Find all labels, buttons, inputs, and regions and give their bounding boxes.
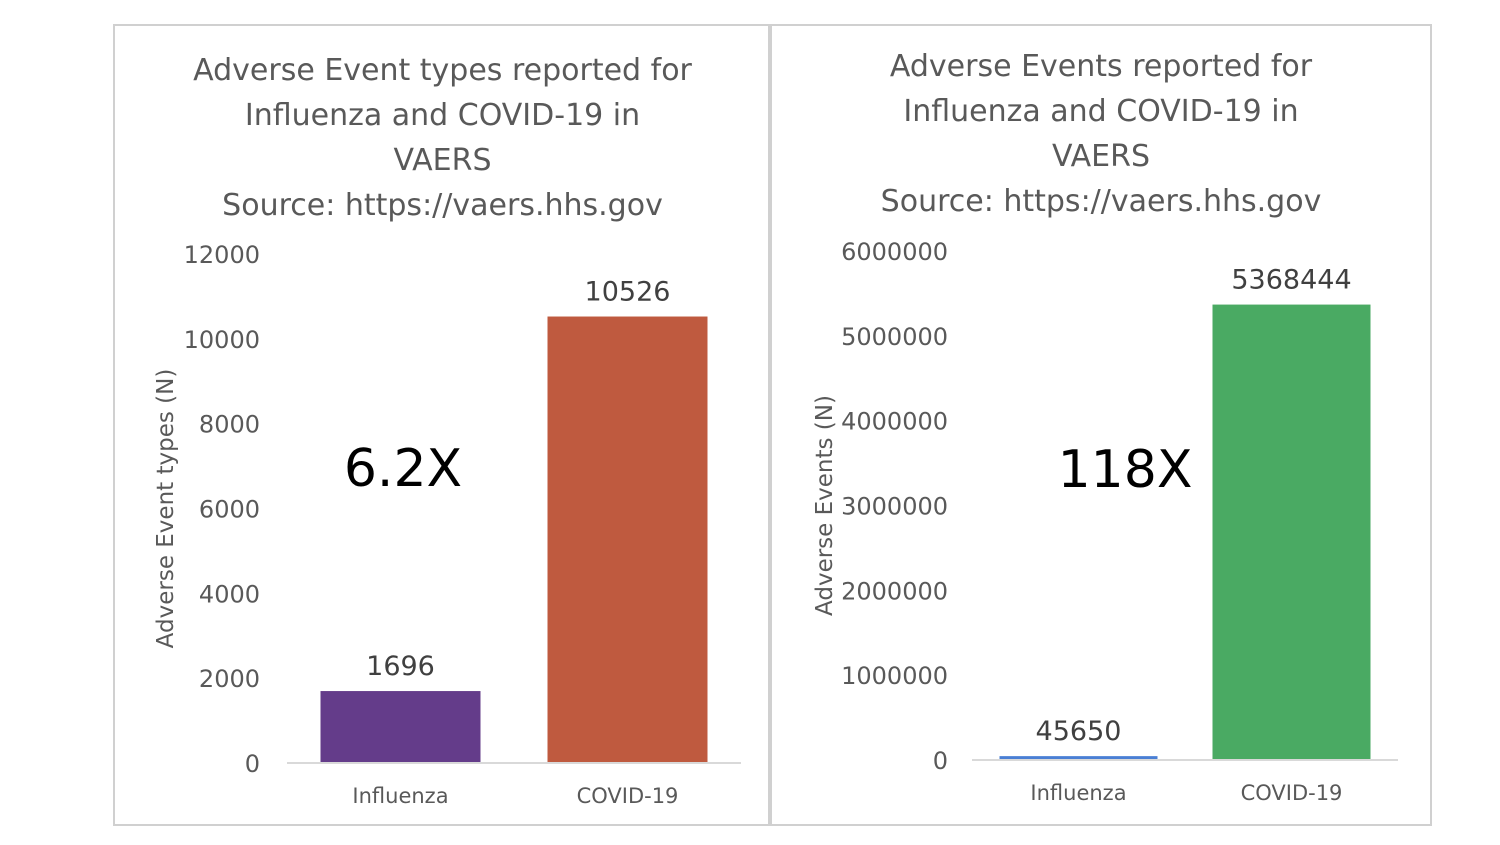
chart-title-line: Adverse Event types reported for	[193, 53, 692, 88]
chart-title-line: Influenza and COVID-19 in	[903, 94, 1299, 129]
chart-title-line: Source: https://vaers.hhs.gov	[222, 188, 663, 223]
chart-title-line: VAERS	[1052, 139, 1150, 174]
chart-title: Adverse Event types reported for Influen…	[115, 48, 770, 228]
y-tick-label: 12000	[184, 241, 260, 269]
y-tick-label: 1000000	[841, 662, 948, 690]
x-tick-label: Influenza	[1030, 781, 1126, 805]
chart-title-line: Influenza and COVID-19 in	[244, 98, 641, 133]
y-tick-label: 4000000	[841, 408, 948, 436]
y-tick-label: 0	[933, 747, 948, 775]
y-tick-label: 6000000	[841, 238, 948, 266]
y-axis-label: Adverse Events (N)	[812, 395, 838, 616]
bar-covid-19	[547, 316, 708, 763]
panel-divider	[768, 24, 770, 824]
bar-influenza	[320, 691, 481, 763]
chart-title: Adverse Events reported for Influenza an…	[772, 44, 1430, 224]
y-tick-label: 5000000	[841, 323, 948, 351]
x-tick-label: COVID-19	[1241, 781, 1343, 805]
data-label: 1696	[366, 651, 435, 682]
y-tick-label: 4000	[199, 580, 260, 608]
data-label: 5368444	[1231, 265, 1351, 296]
ratio-annotation: 118X	[1058, 440, 1193, 500]
chart-panel-influenza-covid-events: Adverse Events reported for Influenza an…	[770, 24, 1432, 826]
y-tick-label: 10000	[184, 326, 260, 354]
y-tick-label: 8000	[199, 411, 260, 439]
y-tick-label: 6000	[199, 496, 260, 524]
x-tick-label: COVID-19	[577, 784, 679, 808]
chart-title-line: VAERS	[393, 143, 492, 178]
bar-chart-event-types: 0 2000 4000 6000 8000 10000 12000 Adverse Event…	[153, 241, 741, 808]
data-label: 45650	[1036, 716, 1122, 747]
data-label: 10526	[585, 277, 671, 308]
y-tick-label: 2000	[199, 665, 260, 693]
bar-chart-events: 0 1000000 2000000 3000000 4000000 5000000 6000…	[812, 238, 1398, 805]
y-axis-label: Adverse Event types (N)	[153, 369, 179, 649]
ratio-annotation: 6.2X	[344, 439, 462, 499]
x-tick-label: Influenza	[352, 784, 448, 808]
chart-panel-influenza-covid-event-types: Adverse Event types reported for Influen…	[113, 24, 770, 826]
y-tick-label: 0	[245, 750, 260, 778]
y-tick-label: 3000000	[841, 493, 948, 521]
bar-covid-19	[1212, 304, 1371, 760]
chart-title-line: Adverse Events reported for	[889, 49, 1313, 84]
chart-title-line: Source: https://vaers.hhs.gov	[880, 184, 1322, 219]
y-tick-label: 2000000	[841, 577, 948, 605]
bar-influenza	[999, 756, 1158, 760]
